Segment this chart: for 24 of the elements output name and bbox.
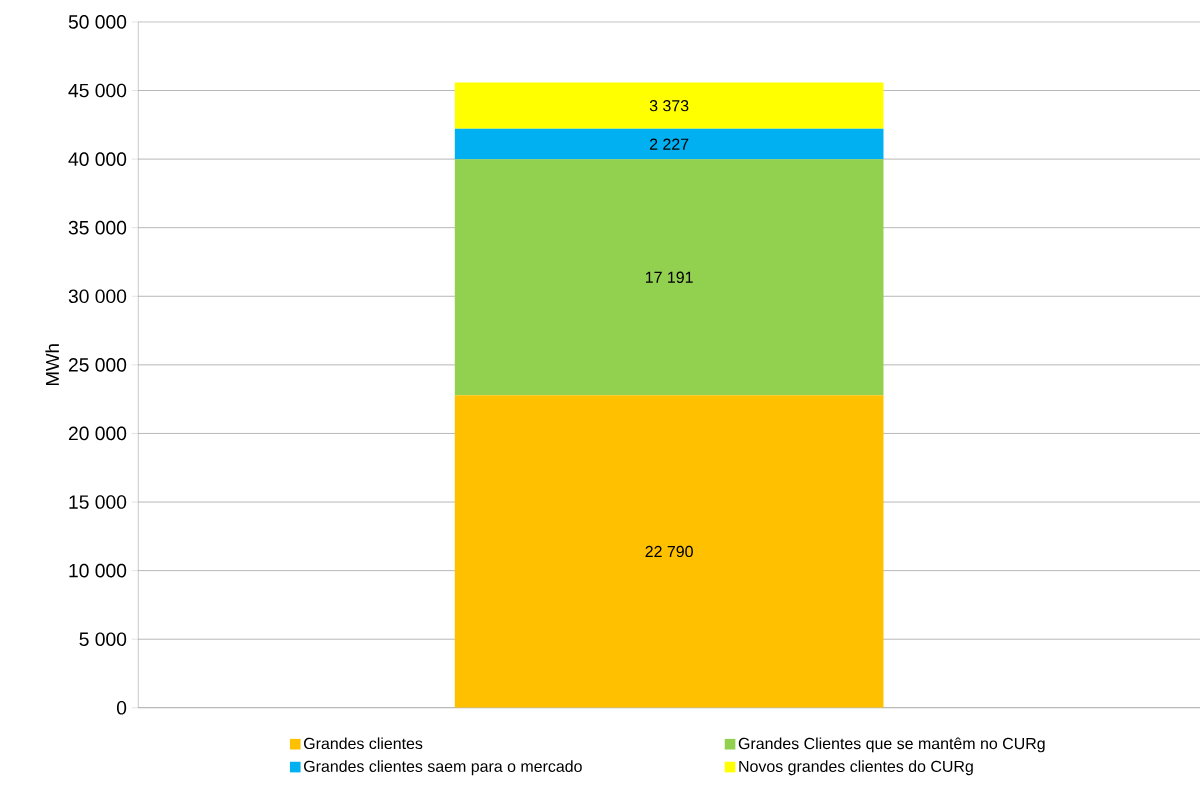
legend-label: Grandes clientes xyxy=(304,737,423,750)
y-tick-label: 45 000 xyxy=(68,83,127,98)
bar xyxy=(454,82,884,130)
y-tick-label: 40 000 xyxy=(68,152,127,167)
legend-label: Novos grandes clientes do CURg xyxy=(739,760,973,776)
data-label: 2 227 xyxy=(649,138,689,150)
legend-label: Grandes clientes saem para o mercado xyxy=(304,760,582,776)
bar xyxy=(454,129,884,160)
y-tick-label: 0 xyxy=(116,701,127,715)
y-tick-label: 10 000 xyxy=(69,564,127,578)
data-label: 22 790 xyxy=(645,546,693,558)
y-tick-label: 20 000 xyxy=(68,426,127,441)
y-tick-label: 25 000 xyxy=(68,358,127,372)
bar xyxy=(454,395,884,709)
data-label: 17 191 xyxy=(645,271,693,284)
y-tick-label: 50 000 xyxy=(68,15,127,29)
bar xyxy=(454,159,884,396)
data-label: 3 373 xyxy=(649,100,689,112)
y-tick-label: 30 000 xyxy=(68,289,127,304)
y-tick-label: 15 000 xyxy=(69,495,127,510)
legend-label: Grandes Clientes que se mantêm no CURg xyxy=(738,737,1045,753)
y-axis-title: MWh xyxy=(45,344,59,386)
y-tick-label: 35 000 xyxy=(68,221,127,235)
y-tick-label: 5 000 xyxy=(79,632,127,647)
